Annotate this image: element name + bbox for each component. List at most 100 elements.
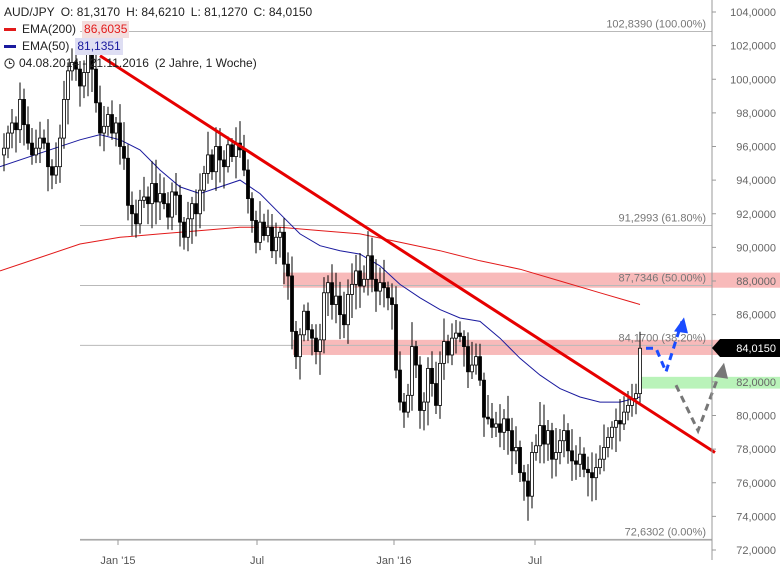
candle-up — [614, 420, 618, 428]
candle-up — [2, 147, 6, 156]
candle-up — [534, 445, 538, 453]
candle-down — [122, 146, 126, 159]
candle-up — [322, 292, 326, 341]
candle-up — [38, 137, 42, 149]
candle-down — [370, 255, 374, 280]
candle-up — [610, 426, 614, 438]
chart-legend: AUD/JPY O: 81,3170 H: 84,6210 L: 81,1270… — [4, 4, 318, 72]
candle-up — [422, 401, 426, 411]
candle-down — [550, 430, 554, 460]
candle-down — [134, 213, 138, 225]
ema50-swatch — [4, 45, 16, 48]
candle-down — [262, 221, 266, 237]
candle-down — [402, 401, 406, 413]
candle-up — [406, 394, 410, 413]
candle-down — [566, 430, 570, 452]
candle-up — [278, 231, 282, 238]
candle-up — [354, 270, 358, 285]
candle-down — [394, 304, 398, 371]
ema50-value: 81,1351 — [75, 38, 123, 55]
candle-down — [526, 480, 530, 497]
candle-down — [246, 169, 250, 200]
projection-up-arrowhead — [674, 317, 688, 334]
y-tick-label: 100,0000 — [730, 74, 776, 86]
candle-down — [242, 149, 246, 171]
candle-down — [30, 142, 34, 156]
price-tag-shape — [712, 338, 780, 357]
candle-up — [554, 452, 558, 460]
candle-down — [166, 203, 170, 218]
candle-up — [302, 310, 306, 336]
candle-down — [434, 383, 438, 406]
candle-down — [78, 68, 82, 87]
candle-up — [514, 447, 518, 452]
candle-down — [174, 191, 178, 196]
candle-up — [410, 346, 414, 396]
x-tick-label: Jan '16 — [376, 555, 411, 567]
candle-up — [346, 294, 350, 326]
projection-gray-arrowhead — [714, 362, 728, 379]
candle-up — [454, 332, 458, 339]
candle-down — [618, 420, 622, 425]
y-tick-label: 80,0000 — [736, 411, 776, 423]
y-axis: 72,0000 74,0000 76,0000 78,0000 80,0000 82,00… — [711, 0, 776, 560]
candle-down — [506, 418, 510, 432]
y-tick-label: 72,0000 — [736, 545, 776, 557]
y-tick-label: 92,0000 — [736, 209, 776, 221]
y-tick-label: 88,0000 — [736, 276, 776, 288]
x-tick-label: Jan '15 — [100, 555, 135, 567]
y-tick-label: 98,0000 — [736, 108, 776, 120]
candle-down — [154, 183, 158, 203]
candle-down — [342, 314, 346, 326]
candle-up — [362, 278, 366, 287]
candle-down — [98, 102, 102, 134]
candle-up — [562, 430, 566, 442]
candlesticks — [2, 42, 642, 521]
candle-down — [522, 472, 526, 482]
candle-up — [274, 236, 278, 252]
candle-down — [490, 418, 494, 428]
candle-down — [222, 159, 226, 168]
fib-label: 102,8390 (100.00%) — [606, 19, 706, 31]
candle-down — [118, 122, 122, 147]
high-value: H: 84,6210 — [126, 5, 185, 19]
candle-down — [182, 221, 186, 238]
candle-down — [290, 275, 294, 332]
candle-down — [294, 331, 298, 358]
symbol-label: AUD/JPY — [4, 5, 55, 19]
candle-down — [498, 423, 502, 433]
candle-up — [54, 166, 58, 176]
candle-down — [250, 198, 254, 221]
candle-down — [282, 231, 286, 265]
candle-down — [418, 364, 422, 411]
candle-up — [546, 430, 550, 445]
candle-up — [602, 447, 606, 460]
candle-down — [314, 337, 318, 353]
candle-up — [622, 411, 626, 425]
candle-up — [186, 218, 190, 238]
candle-down — [482, 379, 486, 418]
close-value: C: 84,0150 — [253, 5, 313, 19]
ema50-path — [0, 134, 641, 403]
candle-up — [34, 147, 38, 156]
y-tick-label: 104,0000 — [730, 7, 776, 19]
ema200-value: 86,6035 — [82, 21, 130, 38]
candle-up — [298, 334, 302, 358]
x-axis: Jan '15 Jul Jan '16 Jul — [80, 539, 712, 567]
downtrend-line — [99, 54, 716, 454]
y-tick-label: 78,0000 — [736, 444, 776, 456]
candle-down — [570, 450, 574, 462]
ema200-line — [0, 226, 641, 305]
candle-down — [518, 447, 522, 474]
candle-up — [594, 467, 598, 479]
y-tick-label: 74,0000 — [736, 511, 776, 523]
candle-down — [130, 204, 134, 215]
candle-up — [474, 356, 478, 366]
candle-up — [494, 423, 498, 428]
projection-up-path — [646, 320, 684, 377]
candle-down — [230, 144, 234, 157]
period-note: (2 Jahre, 1 Woche) — [154, 56, 257, 70]
candle-up — [442, 341, 446, 364]
candle-up — [606, 436, 610, 448]
